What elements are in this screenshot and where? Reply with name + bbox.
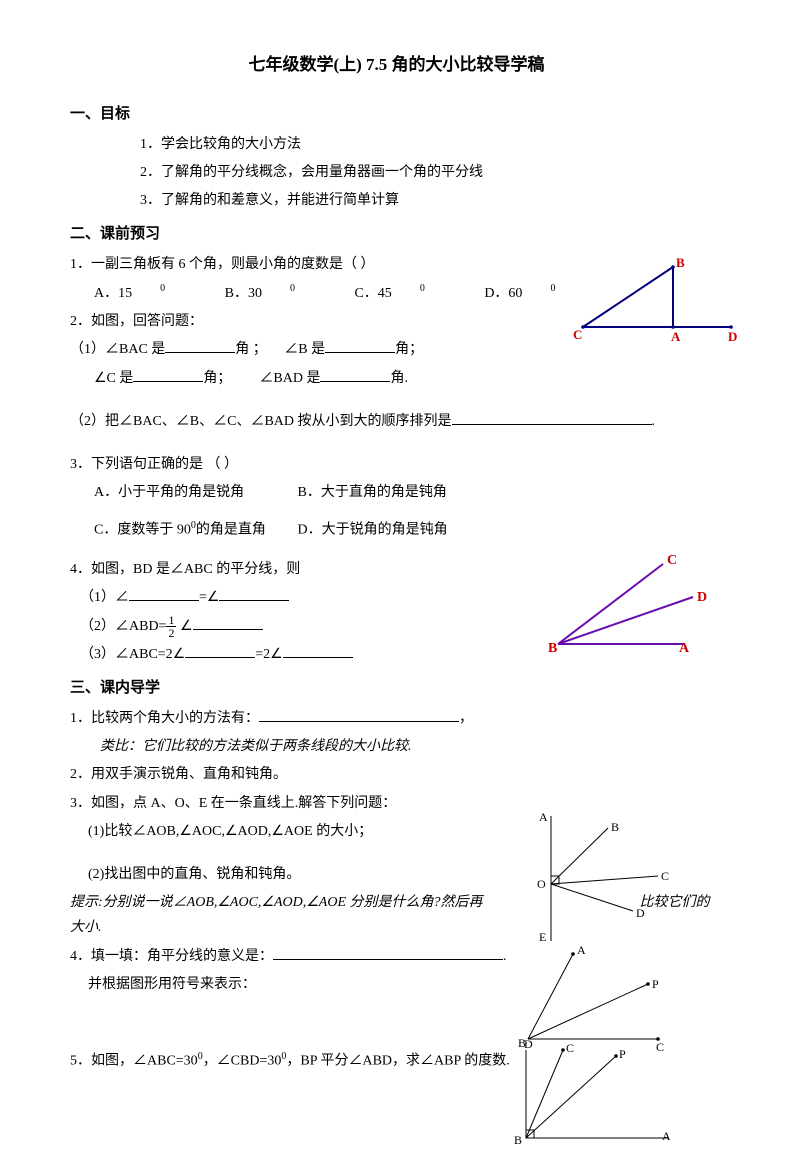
svg-text:C: C [566, 1041, 574, 1055]
section-3-head: 三、课内导学 [70, 675, 723, 702]
svg-text:D: D [728, 329, 737, 344]
svg-text:B: B [548, 641, 557, 656]
page-title: 七年级数学(上) 7.5 角的大小比较导学稿 [70, 50, 723, 81]
q3-line2: C．度数等于 900的角是直角 D．大于锐角的角是钝角 [70, 517, 723, 543]
q1-optA: A．15 [94, 281, 132, 306]
svg-text:A: A [577, 944, 586, 957]
svg-text:D: D [524, 1038, 533, 1051]
svg-text:A: A [539, 810, 548, 824]
q3-line1: A．小于平角的角是锐角 B．大于直角的角是钝角 [70, 480, 723, 505]
q2-line2: ∠C 是角； ∠BAD 是角. [70, 366, 723, 391]
q3-stem: 3．下列语句正确的是 （ ） [70, 452, 723, 477]
svg-text:B: B [676, 257, 685, 270]
figure-abp: B A C P D [508, 1038, 678, 1157]
s3-q1c: 类比：它们比较的方法类似于两条线段的大小比较. [70, 734, 723, 759]
svg-text:A: A [662, 1129, 671, 1143]
svg-text:C: C [573, 327, 582, 342]
svg-text:P: P [619, 1047, 626, 1061]
q1-optC: C．45 [354, 281, 391, 306]
figure-aoe: O A B C D E [513, 806, 673, 955]
svg-text:D: D [636, 906, 645, 920]
svg-text:A: A [679, 641, 690, 656]
s3-q2: 2．用双手演示锐角、直角和钝角。 [70, 762, 723, 787]
figure-bisector: B A D C [543, 549, 713, 668]
q2-line3: （2）把∠BAC、∠B、∠C、∠BAD 按从小到大的顺序排列是. [70, 409, 723, 434]
s1-item-2: 2．了解角的平分线概念，会用量角器画一个角的平分线 [70, 160, 723, 185]
svg-text:B: B [514, 1133, 522, 1147]
q1-optB: B．30 [225, 281, 262, 306]
svg-text:D: D [697, 590, 707, 605]
svg-text:P: P [652, 977, 659, 991]
q1-optD: D．60 [484, 281, 522, 306]
svg-text:C: C [661, 869, 669, 883]
svg-text:A: A [671, 329, 681, 344]
s1-item-1: 1．学会比较角的大小方法 [70, 132, 723, 157]
svg-text:B: B [611, 820, 619, 834]
svg-text:C: C [667, 553, 677, 568]
section-1-head: 一、目标 [70, 101, 723, 128]
svg-text:E: E [539, 930, 546, 944]
svg-text:O: O [537, 877, 546, 891]
s3-q1a: 1．比较两个角大小的方法有：， [70, 706, 723, 731]
s1-item-3: 3．了解角的和差意义，并能进行简单计算 [70, 188, 723, 213]
figure-triangle: B C A D [563, 257, 743, 356]
section-2-head: 二、课前预习 [70, 221, 723, 248]
